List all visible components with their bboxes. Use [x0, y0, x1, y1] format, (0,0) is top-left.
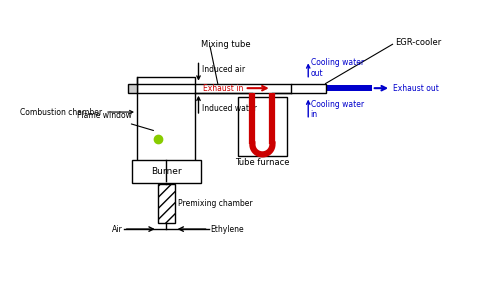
- Text: Flame window: Flame window: [76, 111, 154, 131]
- Text: Exhaust in: Exhaust in: [203, 84, 243, 93]
- Text: Tube furnace: Tube furnace: [235, 158, 290, 167]
- Text: Combustion chamber: Combustion chamber: [20, 107, 133, 117]
- Text: EGR-cooler: EGR-cooler: [395, 38, 441, 47]
- Text: Exhaust out: Exhaust out: [392, 84, 438, 93]
- Bar: [291, 84, 326, 93]
- Text: Mixing tube: Mixing tube: [200, 40, 250, 49]
- Bar: [158, 185, 174, 223]
- Text: Cooling water
in: Cooling water in: [310, 100, 364, 119]
- Text: Cooling water
out: Cooling water out: [310, 58, 364, 78]
- Bar: [238, 97, 287, 156]
- Text: Induced air: Induced air: [202, 65, 244, 74]
- Text: Premixing chamber: Premixing chamber: [178, 199, 252, 208]
- Text: Air: Air: [112, 225, 122, 234]
- Bar: [132, 160, 201, 183]
- Text: Ethylene: Ethylene: [210, 225, 244, 234]
- Bar: [326, 86, 372, 91]
- Bar: [137, 77, 194, 181]
- Text: Burner: Burner: [151, 167, 182, 176]
- Text: Induced water: Induced water: [202, 104, 256, 113]
- Bar: [128, 84, 137, 93]
